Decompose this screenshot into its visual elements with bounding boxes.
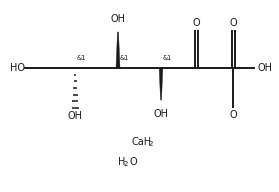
- Text: OH: OH: [68, 111, 83, 121]
- Text: OH: OH: [153, 109, 169, 119]
- Text: O: O: [130, 157, 138, 167]
- Text: &1: &1: [77, 55, 86, 61]
- Polygon shape: [116, 32, 120, 68]
- Text: O: O: [192, 18, 200, 28]
- Text: &1: &1: [120, 55, 129, 61]
- Text: &1: &1: [163, 55, 172, 61]
- Text: O: O: [229, 18, 237, 28]
- Text: O: O: [229, 110, 237, 120]
- Text: OH: OH: [257, 63, 272, 73]
- Text: 2: 2: [124, 161, 128, 167]
- Text: HO: HO: [10, 63, 25, 73]
- Text: H: H: [118, 157, 125, 167]
- Text: 2: 2: [149, 141, 153, 147]
- Text: OH: OH: [110, 14, 126, 24]
- Polygon shape: [159, 68, 163, 100]
- Text: CaH: CaH: [131, 137, 151, 147]
